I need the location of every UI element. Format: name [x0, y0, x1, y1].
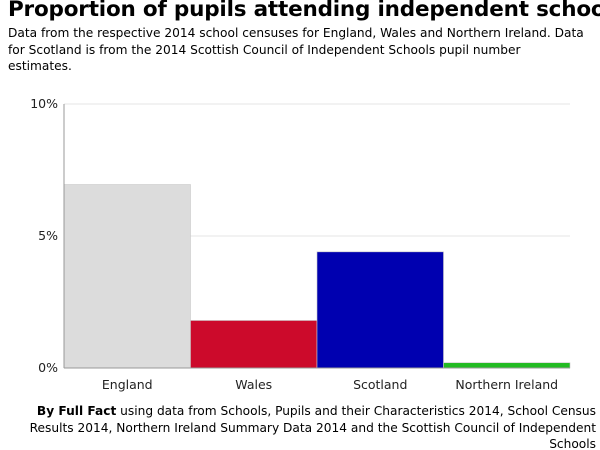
bar-northern-ireland: [443, 362, 571, 369]
source-credit: By Full Fact using data from Schools, Pu…: [4, 403, 596, 450]
x-category-label: Wales: [235, 377, 272, 392]
x-category-label: Scotland: [353, 377, 407, 392]
bar-england: [63, 184, 191, 369]
credit-text: using data from Schools, Pupils and thei…: [29, 404, 596, 450]
x-category-label: Northern Ireland: [455, 377, 558, 392]
y-tick-label: 5%: [38, 228, 58, 243]
credit-author: By Full Fact: [36, 404, 117, 418]
x-category-label: England: [102, 377, 153, 392]
y-tick-label: 10%: [30, 96, 58, 111]
bar-scotland: [316, 251, 444, 369]
bar-chart: 0% 5% 10% England Wales Scotland Northern Irel…: [30, 96, 571, 392]
bar-wales: [190, 320, 318, 369]
chart-title: Proportion of pupils attending independe…: [8, 0, 600, 22]
chart-subtitle: Data from the respective 2014 school cen…: [8, 26, 584, 73]
y-tick-label: 0%: [38, 360, 58, 375]
